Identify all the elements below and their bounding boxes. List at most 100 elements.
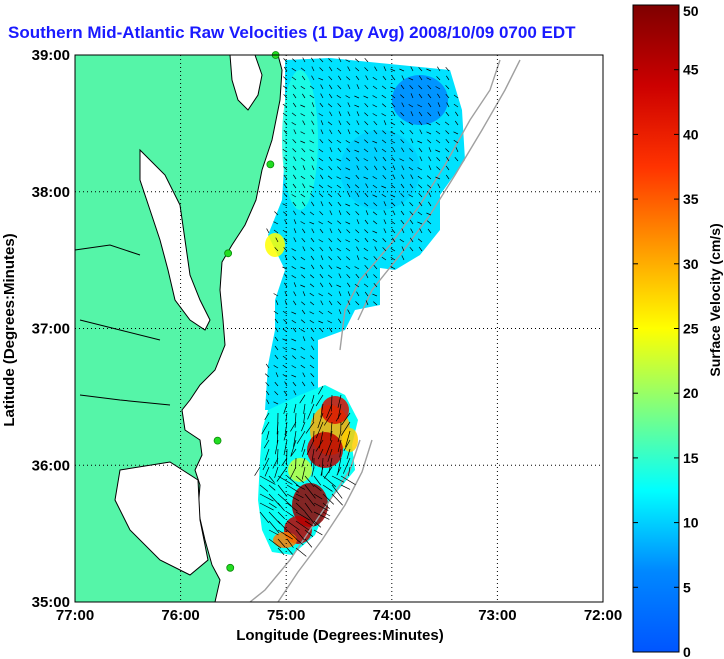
velocity-arrow xyxy=(301,274,306,279)
velocity-arrow xyxy=(372,293,378,297)
velocity-arrow xyxy=(408,104,414,108)
velocity-arrow xyxy=(419,75,423,81)
velocity-arrow xyxy=(418,120,423,126)
velocity-arrow xyxy=(401,201,405,207)
station-marker xyxy=(224,249,233,258)
velocity-arrow xyxy=(292,165,297,171)
velocity-arrow xyxy=(355,211,360,216)
velocity-arrow xyxy=(277,529,293,540)
velocity-arrow xyxy=(437,102,441,108)
velocity-arrow xyxy=(263,439,270,449)
velocity-arrow xyxy=(284,421,288,436)
velocity-arrow xyxy=(391,228,396,234)
velocity-arrow xyxy=(317,385,324,395)
velocity-arrow xyxy=(336,176,342,180)
velocity-arrow xyxy=(383,228,387,234)
colorbar-tick-label: 25 xyxy=(683,321,699,337)
velocity-arrow xyxy=(293,291,297,297)
velocity-arrow xyxy=(262,457,270,471)
velocity-arrow xyxy=(392,174,396,180)
velocity-arrow xyxy=(293,403,297,414)
velocity-arrow xyxy=(320,300,324,306)
velocity-arrow xyxy=(364,237,369,243)
velocity-arrow xyxy=(418,184,423,189)
velocity-arrow xyxy=(259,484,269,492)
velocity-arrow xyxy=(302,165,306,171)
velocity-arrow xyxy=(355,174,360,180)
velocity-arrow xyxy=(300,140,306,144)
velocity-arrow xyxy=(337,166,342,171)
velocity-arrow xyxy=(372,211,378,216)
velocity-arrow xyxy=(272,457,279,469)
velocity-arrow xyxy=(311,228,315,234)
velocity-arrow xyxy=(428,147,432,153)
velocity-arrow xyxy=(346,183,351,189)
velocity-arrow xyxy=(320,120,324,126)
velocity-arrow xyxy=(283,439,288,456)
velocity-arrow xyxy=(302,246,306,252)
velocity-arrow xyxy=(437,183,441,189)
velocity-arrow xyxy=(327,220,333,225)
velocity-arrow xyxy=(319,67,324,72)
velocity-arrow xyxy=(268,502,277,509)
velocity-arrow xyxy=(310,237,315,243)
velocity-arrow xyxy=(339,448,342,458)
velocity-arrow xyxy=(273,229,279,234)
velocity-arrow xyxy=(347,309,351,315)
velocity-arrow xyxy=(426,68,432,72)
x-tick-label: 73:00 xyxy=(478,607,516,624)
velocity-arrow xyxy=(311,120,315,126)
velocity-arrow xyxy=(356,255,360,261)
velocity-arrow xyxy=(455,147,459,153)
velocity-arrow xyxy=(309,185,315,189)
colorbar-ticks: 0 5 10 15 20 25 30 35 40 45 50 xyxy=(633,3,699,659)
velocity-arrow xyxy=(427,228,432,234)
velocity-arrow xyxy=(338,120,342,126)
velocity-arrow xyxy=(311,129,315,135)
velocity-arrow xyxy=(328,156,333,162)
velocity-arrow xyxy=(301,75,306,81)
river-line xyxy=(74,244,141,256)
velocity-arrow xyxy=(426,175,432,180)
velocity-arrow xyxy=(322,502,330,509)
velocity-arrow xyxy=(417,175,423,180)
velocity-arrow xyxy=(286,538,294,548)
velocity-arrow xyxy=(282,266,288,270)
speed-patch xyxy=(282,70,318,210)
velocity-arrow xyxy=(331,475,345,483)
velocity-arrow xyxy=(295,511,310,521)
velocity-arrow xyxy=(364,291,369,297)
velocity-arrow xyxy=(390,68,396,72)
velocity-arrow xyxy=(341,412,351,426)
velocity-arrow xyxy=(345,157,351,162)
velocity-arrow xyxy=(328,264,333,270)
velocity-arrow xyxy=(327,320,333,324)
velocity-arrow xyxy=(346,229,351,234)
velocity-arrow xyxy=(300,347,306,351)
velocity-arrow xyxy=(382,165,387,171)
velocity-arrow xyxy=(304,475,315,488)
velocity-arrow xyxy=(354,95,360,99)
velocity-arrow xyxy=(372,238,378,243)
velocity-arrow xyxy=(338,273,342,279)
velocity-arrow xyxy=(419,156,423,162)
velocity-arrow xyxy=(337,256,342,261)
velocity-arrow xyxy=(259,493,274,502)
velocity-arrow xyxy=(320,84,324,90)
velocity-arrow xyxy=(364,121,369,126)
velocity-arrow xyxy=(363,95,369,99)
velocity-arrow xyxy=(291,76,297,81)
velocity-arrow xyxy=(345,59,351,63)
velocity-arrow xyxy=(340,484,351,490)
velocity-arrow xyxy=(401,102,405,108)
velocity-arrow xyxy=(259,502,274,511)
velocity-arrow xyxy=(364,139,369,144)
velocity-arrow xyxy=(277,538,286,548)
velocity-arrow xyxy=(346,448,351,460)
velocity-arrow xyxy=(374,66,378,72)
velocity-arrow xyxy=(312,412,315,423)
velocity-arrow xyxy=(274,466,279,478)
station-marker xyxy=(226,563,235,572)
velocity-arrow xyxy=(301,148,306,153)
velocity-arrow xyxy=(283,58,288,63)
